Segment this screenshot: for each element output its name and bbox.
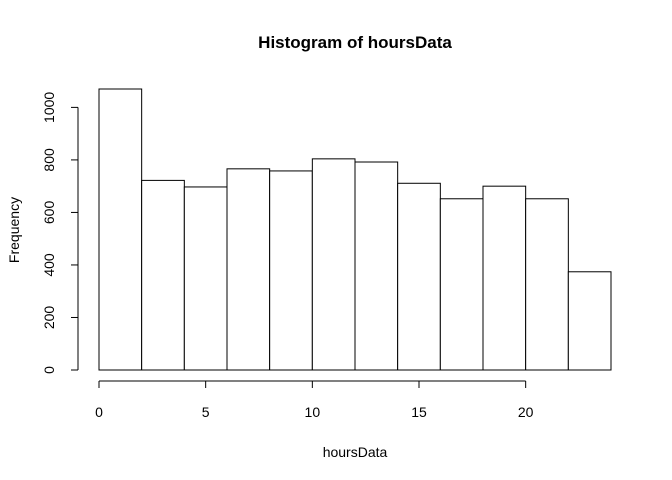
- x-tick-label-20: 20: [518, 404, 534, 420]
- x-tick-label-0: 0: [95, 404, 103, 420]
- y-tick-label-800: 800: [41, 148, 57, 172]
- histogram-bar-9: [482, 185, 527, 371]
- x-axis: 0 5 10 15 20: [95, 380, 534, 420]
- histogram-bar-0: [98, 88, 143, 371]
- histogram-bar-7: [397, 182, 441, 371]
- x-tick-label-10: 10: [305, 404, 321, 420]
- histogram-bar-6: [354, 161, 399, 371]
- histogram-bar-10: [525, 198, 569, 371]
- x-tick-label-15: 15: [411, 404, 427, 420]
- chart-title: Histogram of hoursData: [258, 33, 452, 52]
- y-tick-label-1000: 1000: [41, 92, 57, 123]
- histogram-bar-8: [439, 198, 484, 371]
- x-tick-label-5: 5: [202, 404, 210, 420]
- y-tick-label-400: 400: [41, 253, 57, 277]
- histogram-bar-4: [269, 170, 313, 371]
- histogram-bar-11: [567, 271, 612, 371]
- histogram-bar-2: [183, 186, 228, 371]
- bars-group: [98, 88, 612, 371]
- y-axis-label: Frequency: [6, 197, 22, 263]
- y-tick-label-200: 200: [41, 306, 57, 330]
- histogram-bar-3: [226, 168, 271, 371]
- y-tick-label-600: 600: [41, 201, 57, 225]
- y-tick-label-0: 0: [41, 366, 57, 374]
- histogram-bar-1: [141, 179, 185, 371]
- y-axis: 0 200 400 600 800 1000: [41, 92, 79, 374]
- histogram-bar-5: [311, 158, 356, 371]
- x-axis-label: hoursData: [323, 444, 388, 460]
